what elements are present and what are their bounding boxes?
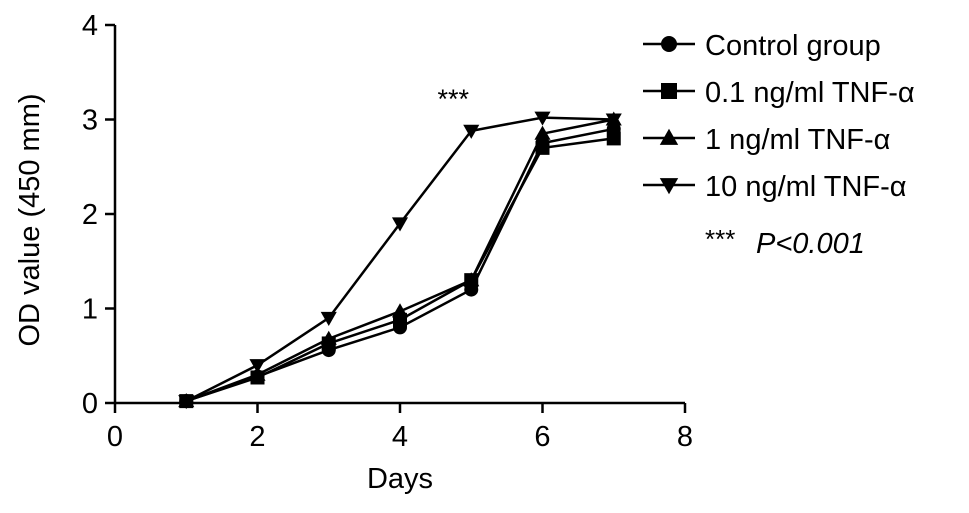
legend-marker	[661, 83, 677, 99]
legend-marker	[659, 178, 679, 195]
legend-marker	[659, 128, 679, 145]
series-line	[185, 116, 614, 403]
legend-label: 1 ng/ml TNF-α	[705, 124, 890, 156]
y-tick-label: 3	[82, 105, 98, 137]
legend-label: Control group	[705, 30, 881, 62]
significance-note-stars: ***	[705, 224, 735, 254]
legend-marker	[661, 36, 677, 52]
data-point	[534, 125, 551, 140]
data-point	[249, 366, 266, 381]
significance-note-text: P<0.001	[756, 228, 865, 260]
data-point	[534, 111, 551, 126]
y-tick-label: 4	[82, 10, 98, 42]
data-point	[605, 113, 622, 128]
data-point	[535, 140, 550, 155]
x-tick-label: 8	[677, 421, 693, 453]
data-point	[391, 303, 409, 318]
x-tick-label: 2	[249, 421, 265, 453]
y-axis-label: OD value (450 mm)	[14, 93, 46, 346]
series-line	[185, 137, 614, 403]
x-tick-label: 6	[534, 421, 550, 453]
y-tick-label: 0	[82, 388, 98, 420]
data-point	[606, 131, 621, 146]
legend-label: 0.1 ng/ml TNF-α	[705, 77, 915, 109]
x-tick-label: 0	[107, 421, 123, 453]
significance-stars: ***	[437, 84, 469, 114]
data-point	[178, 395, 195, 410]
data-point	[249, 359, 266, 374]
series-line	[185, 118, 614, 403]
data-point	[320, 330, 337, 345]
x-axis-label: Days	[367, 463, 433, 495]
data-point	[320, 311, 337, 326]
y-tick-label: 1	[82, 294, 98, 326]
data-point	[391, 217, 409, 232]
data-point	[463, 124, 480, 139]
x-tick-label: 4	[392, 421, 408, 453]
data-point	[463, 272, 480, 287]
legend-label: 10 ng/ml TNF-α	[705, 171, 907, 203]
y-tick-label: 2	[82, 199, 98, 231]
